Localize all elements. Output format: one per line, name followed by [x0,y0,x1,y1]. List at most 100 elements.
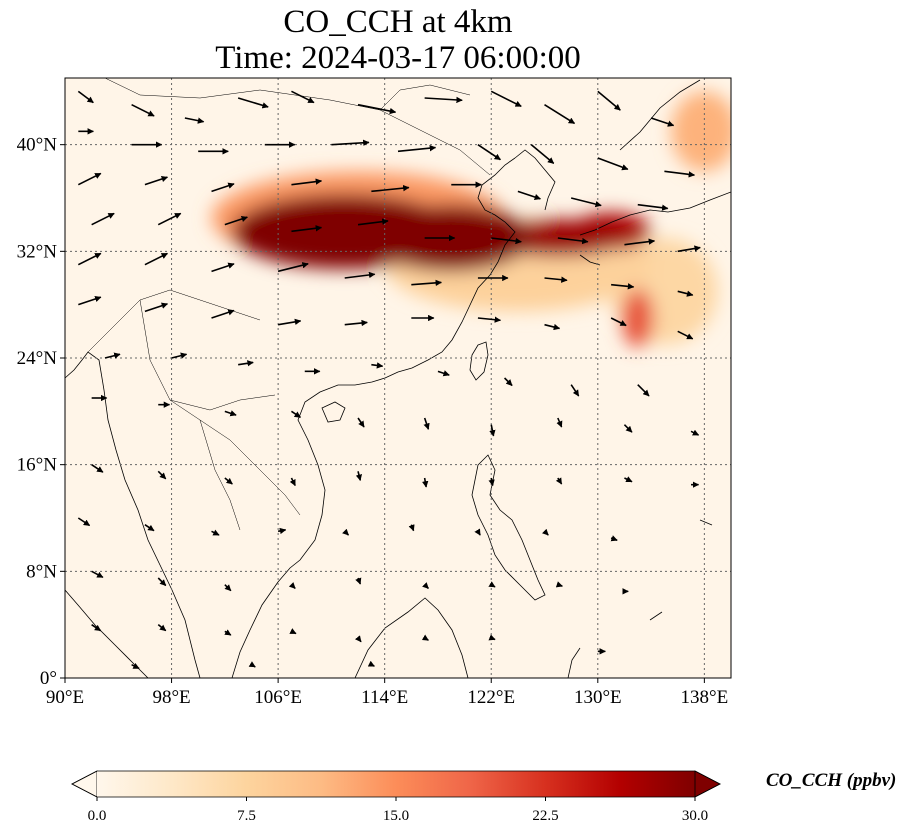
wind-vector-arrow [624,238,656,246]
wind-vector-arrow [291,90,315,104]
colorbar-high-extend [694,770,721,798]
wind-vector-arrow [277,527,287,535]
wind-vector-arrow [597,157,629,171]
wind-vector-arrow [157,624,167,632]
wind-vector-arrow [238,360,254,367]
colorbar-tick-label: 22.5 [532,808,558,824]
wind-vector-arrow [623,424,633,433]
wind-vector-arrow [355,471,362,481]
lon-tick-label: 122°E [467,687,515,708]
wind-vector-arrow [289,477,296,487]
wind-vector-arrow [211,309,235,319]
wind-vector-arrow [224,629,232,636]
wind-vector-arrow [91,570,104,579]
colorbar: 0.0 7.5 15.0 22.5 30.0 [71,770,721,824]
wind-vector-arrow [91,212,115,226]
wind-vector-arrow [517,190,541,201]
wind-vector-arrow [277,318,302,326]
wind-vector-arrow [371,184,410,193]
map-background [65,78,731,678]
wind-vector-arrow [637,384,650,397]
wind-vector-arrow [367,660,375,667]
wind-vector-arrow [157,212,182,226]
wind-vector-arrow [397,144,437,153]
wind-vector-arrow [211,262,235,273]
wind-vector-arrow [556,417,563,428]
wind-vector-arrow [624,476,633,483]
wind-vector-arrow [664,170,696,178]
wind-vector-arrow [131,662,140,670]
coastline-borneo [354,597,469,678]
coastline-hainan [321,401,346,423]
wind-vector-arrow [488,634,496,641]
wind-vector-arrow [224,215,248,226]
wind-vector-arrow [677,330,694,340]
wind-vector-arrow [144,252,168,266]
wind-vector-arrow [131,103,155,117]
lon-tick-label: 130°E [574,687,622,708]
wind-vector-arrow [422,582,429,589]
wind-vector-arrow [411,279,442,287]
wind-vector-arrow [211,182,235,193]
wind-vector-arrow [77,172,102,186]
wind-vector-arrow [357,218,389,226]
wind-vector-field [77,90,701,670]
wind-vector-arrow [248,661,256,668]
wind-vector-arrow [530,144,555,165]
colorbar-tick-label: 0.0 [88,808,107,824]
wind-vector-arrow [157,577,167,587]
wind-vector-arrow [157,470,167,480]
colorbar-tick-label: 30.0 [682,808,708,824]
wind-vector-arrow [477,144,501,161]
wind-vector-arrow [677,245,701,253]
wind-vector-arrow [555,477,563,485]
wind-vector-arrow [489,424,496,437]
plume-region [621,288,654,348]
wind-vector-arrow [291,225,323,233]
wind-vector-arrow [104,352,121,359]
colorbar-low-extend [71,770,98,798]
lon-tick-label: 138°E [681,687,729,708]
wind-vector-arrow [421,634,429,641]
wind-vector-arrow [91,464,104,473]
wind-vector-arrow [288,582,296,589]
plot-title: CO_CCH at 4km [283,4,513,40]
wind-vector-arrow [277,262,309,273]
wind-vector-arrow [477,316,502,323]
wind-vector-arrow [78,295,102,306]
wind-vector-arrow [555,581,563,588]
colorbar-gradient [97,771,695,797]
wind-vector-arrow [91,624,102,632]
wind-vector-arrow [224,584,232,592]
wind-vector-arrow [690,429,700,436]
wind-vector-arrow [424,96,463,104]
wind-vector-arrow [544,323,561,331]
wind-vector-arrow [650,117,675,127]
wind-vector-arrow [342,528,350,536]
wind-vector-arrow [610,317,627,327]
wind-vector-arrow [355,577,362,585]
wind-vector-arrow [544,103,576,125]
lon-tick-label: 98°E [152,687,190,708]
wind-vector-arrow [224,477,233,485]
graticule [65,78,731,678]
lat-tick-label: 32°N [17,241,58,262]
map-frame [64,77,732,679]
coastline-sulawesi-newguinea [567,519,713,678]
wind-vector-arrow [423,417,430,430]
lat-tick-label: 40°N [17,135,58,156]
wind-vector-arrow [211,529,220,536]
country-borders [87,78,491,531]
plot-subtitle-time: Time: 2024-03-17 06:00:00 [215,40,581,76]
wind-vector-arrow [144,175,169,186]
lat-tick-label: 24°N [17,348,58,369]
wind-vector-arrow [544,276,568,283]
wind-vector-arrow [677,290,694,297]
wind-vector-arrow [357,417,365,428]
lat-tick-label: 16°N [17,455,58,476]
map-area [65,78,731,678]
lon-tick-label: 90°E [46,687,84,708]
wind-vector-arrow [491,237,522,245]
wind-vector-arrow [488,477,495,487]
wind-vector-arrow [354,635,362,643]
